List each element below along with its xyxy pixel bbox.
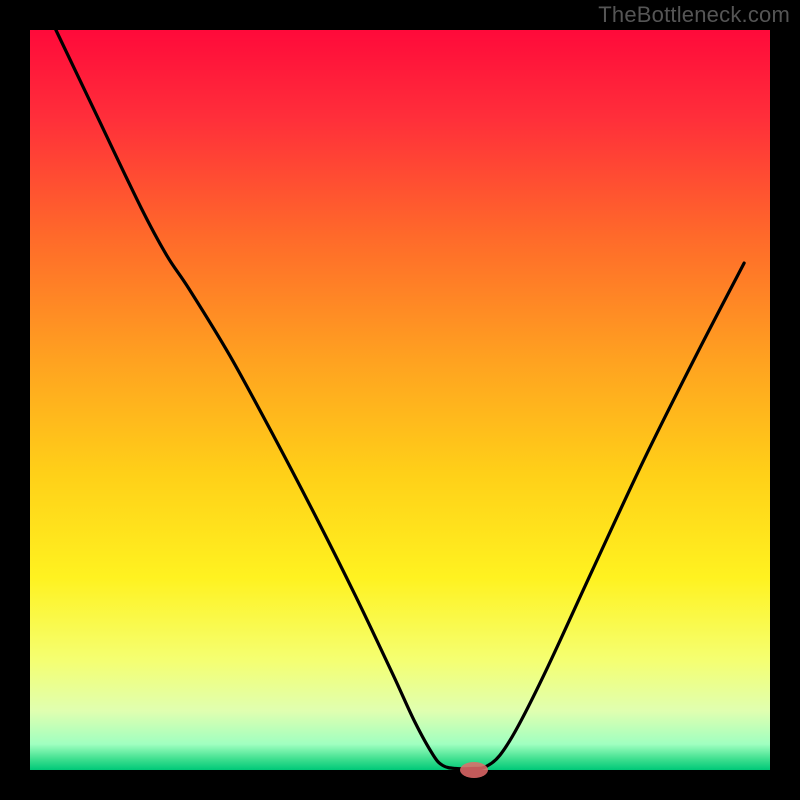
- optimal-marker: [460, 762, 488, 778]
- gradient-background: [30, 30, 770, 770]
- bottleneck-chart: [0, 0, 800, 800]
- chart-frame: TheBottleneck.com: [0, 0, 800, 800]
